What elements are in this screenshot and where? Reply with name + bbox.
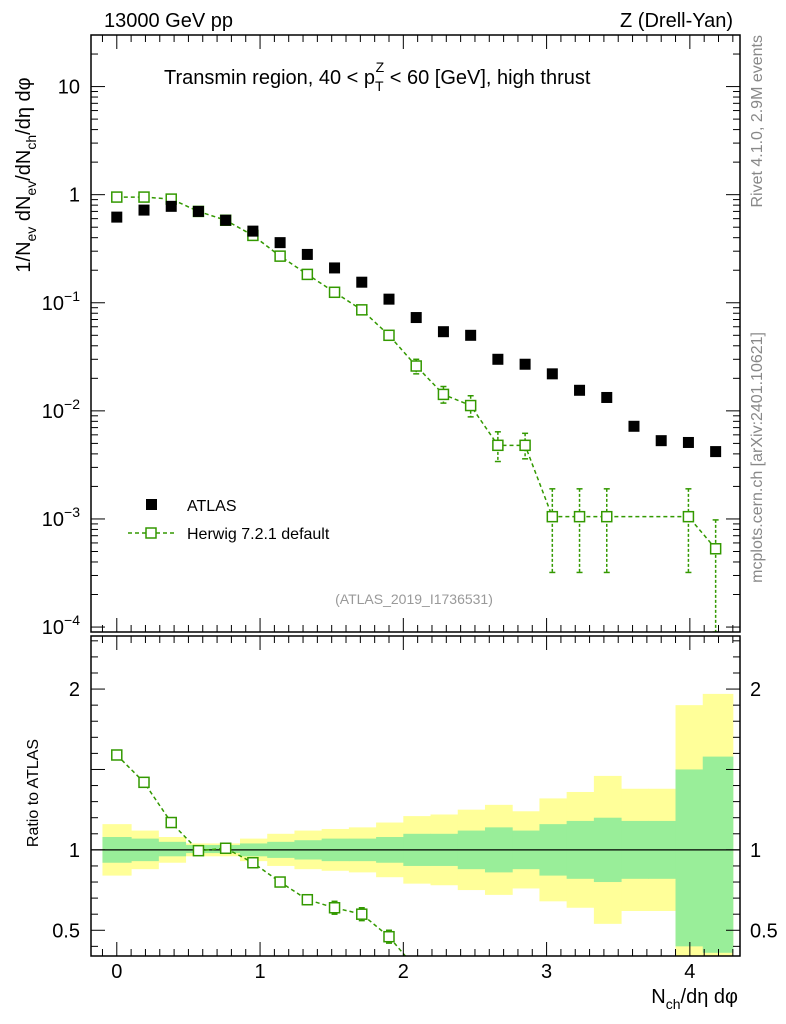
herwig-point <box>138 191 150 203</box>
herwig-point <box>519 439 531 452</box>
herwig-point <box>410 360 422 372</box>
herwig-ratio-point <box>219 842 232 855</box>
top-y-tick-label: 10−4 <box>42 612 80 639</box>
herwig-point <box>573 510 586 523</box>
atlas-point <box>574 384 586 396</box>
ratio-y-tick-label-left: 1 <box>69 840 80 862</box>
herwig-point <box>492 439 504 452</box>
atlas-point <box>410 312 422 324</box>
atlas-point <box>492 353 504 365</box>
herwig-point <box>546 510 559 523</box>
atlas-point <box>437 326 449 338</box>
herwig-point <box>437 388 450 401</box>
herwig-point <box>301 268 314 281</box>
ratio-uncertainty-band-inner <box>675 769 704 947</box>
atlas-point <box>546 368 558 380</box>
herwig-ratio-point <box>383 930 395 943</box>
herwig-ratio-point <box>111 749 123 761</box>
ratio-y-tick-label-right: 0.5 <box>750 920 778 942</box>
top-y-tick-label: 10−3 <box>42 504 80 531</box>
top-chart-title: Transmin region, 40 < pTZ < 60 [GeV], hi… <box>164 59 591 94</box>
legend: ATLAS Herwig 7.2.1 default <box>128 498 330 543</box>
ratio-panel: 0.5 0.5 1 1 2 2 0 1 2 3 4 Ratio to ATLAS Nch/dη dφ <box>25 635 778 1012</box>
x-tick-label: 1 <box>254 961 265 983</box>
ratio-y-tick-label-left: 0.5 <box>52 920 80 942</box>
herwig-point <box>601 510 613 523</box>
x-tick-label: 4 <box>684 961 695 983</box>
atlas-point <box>192 205 204 217</box>
atlas-point <box>220 214 232 226</box>
atlas-point <box>655 435 667 447</box>
herwig-point <box>383 329 395 342</box>
top-frame <box>90 34 741 633</box>
herwig-point <box>709 543 722 555</box>
mcplots-reference-label: mcplots.cern.ch [arXiv:2401.10621] <box>749 332 766 583</box>
atlas-point <box>710 446 722 458</box>
herwig-ratio-point <box>274 876 286 888</box>
herwig-ratio-line <box>116 754 407 956</box>
herwig-point <box>274 250 286 262</box>
atlas-point <box>165 200 177 212</box>
x-axis-label: Nch/dη dφ <box>651 986 738 1012</box>
analysis-id-watermark: (ATLAS_2019_I1736531) <box>335 591 493 607</box>
header-process-label: Z (Drell-Yan) <box>620 10 733 32</box>
atlas-point <box>111 211 123 223</box>
atlas-point <box>682 436 694 448</box>
herwig-point <box>464 399 477 412</box>
atlas-point <box>274 237 286 249</box>
top-y-tick-label: 10−2 <box>42 396 80 423</box>
atlas-point <box>247 225 259 237</box>
herwig-ratio-point <box>247 856 259 869</box>
x-tick-label: 0 <box>111 961 122 983</box>
ratio-y-tick-label-right: 2 <box>750 679 761 701</box>
top-y-tick-label: 1 <box>69 185 80 207</box>
legend-herwig-label: Herwig 7.2.1 default <box>187 526 330 543</box>
herwig-point <box>356 304 368 316</box>
herwig-ratio-point <box>165 816 177 829</box>
herwig-point <box>328 286 341 299</box>
herwig-ratio-point <box>328 902 341 914</box>
ratio-y-tick-label-left: 2 <box>69 679 80 701</box>
legend-atlas-marker <box>146 499 157 510</box>
header-collision-label: 13000 GeV pp <box>104 10 233 32</box>
legend-atlas-label: ATLAS <box>187 498 237 515</box>
atlas-point <box>628 420 640 432</box>
atlas-point <box>356 276 368 288</box>
herwig-ratio-point <box>356 908 368 920</box>
atlas-point <box>383 293 395 305</box>
atlas-point <box>138 204 150 216</box>
atlas-point <box>465 329 477 341</box>
top-y-tick-label: 10 <box>58 77 80 99</box>
top-y-axis-label: 1/Nev dNev/dNch/dη dφ <box>13 77 39 272</box>
x-tick-label: 3 <box>541 961 552 983</box>
ratio-uncertainty-band-inner <box>702 756 734 953</box>
herwig-ratio-point <box>301 893 314 906</box>
ratio-y-tick-label-right: 1 <box>750 840 761 862</box>
atlas-point <box>601 391 613 403</box>
legend-herwig-marker <box>145 527 157 539</box>
x-tick-label: 2 <box>398 961 409 983</box>
rivet-version-label: Rivet 4.1.0, 2.9M events <box>749 35 766 208</box>
herwig-ratio-point <box>411 964 421 974</box>
top-y-tick-label: 10−1 <box>42 288 80 315</box>
ratio-y-axis-label: Ratio to ATLAS <box>25 739 42 847</box>
ratio-frame <box>90 635 741 957</box>
herwig-series-line <box>116 196 717 550</box>
atlas-point <box>329 262 341 274</box>
atlas-point <box>519 358 531 370</box>
atlas-point <box>301 248 313 260</box>
top-panel: 10 1 10−1 10−2 10−3 10−4 Transmin region, 40 … <box>13 34 741 639</box>
herwig-ratio-point <box>192 844 205 857</box>
ratio-uncertainty-band-inner <box>158 841 187 857</box>
herwig-point <box>111 191 123 203</box>
herwig-point <box>682 510 695 523</box>
herwig-ratio-point <box>138 776 150 789</box>
